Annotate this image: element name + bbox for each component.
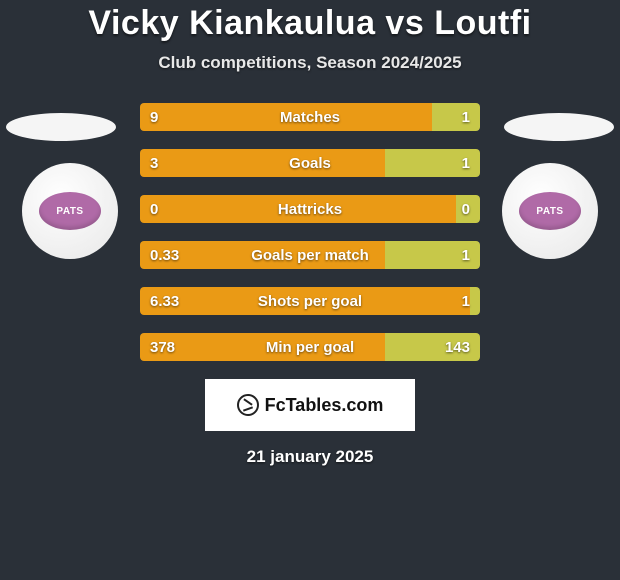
- brand-text: FcTables.com: [265, 395, 384, 416]
- stat-row: 00Hattricks: [140, 195, 480, 223]
- subtitle: Club competitions, Season 2024/2025: [0, 53, 620, 73]
- team-badge-left-label: PATS: [39, 192, 101, 230]
- stat-value-right: 1: [462, 109, 470, 126]
- stat-row: 6.331Shots per goal: [140, 287, 480, 315]
- stat-seg-left: 3: [140, 149, 385, 177]
- stat-value-right: 1: [462, 293, 470, 310]
- stat-seg-left: 0.33: [140, 241, 385, 269]
- decor-ellipse-left: [6, 113, 116, 141]
- stat-seg-right: 143: [385, 333, 480, 361]
- stat-seg-right: 1: [470, 287, 480, 315]
- stat-seg-left: 0: [140, 195, 456, 223]
- team-badge-right: PATS: [502, 163, 598, 259]
- stat-value-left: 9: [150, 109, 158, 126]
- stat-row: 0.331Goals per match: [140, 241, 480, 269]
- stat-value-right: 1: [462, 247, 470, 264]
- stat-row: 91Matches: [140, 103, 480, 131]
- stat-row: 31Goals: [140, 149, 480, 177]
- stat-value-right: 1: [462, 155, 470, 172]
- team-badge-right-label: PATS: [519, 192, 581, 230]
- team-badge-left: PATS: [22, 163, 118, 259]
- stat-value-right: 143: [445, 339, 470, 356]
- stat-value-left: 6.33: [150, 293, 179, 310]
- brand-box: FcTables.com: [205, 379, 415, 431]
- stat-seg-left: 9: [140, 103, 432, 131]
- stat-seg-right: 0: [456, 195, 480, 223]
- stat-seg-left: 6.33: [140, 287, 470, 315]
- stat-value-left: 0.33: [150, 247, 179, 264]
- stat-seg-right: 1: [385, 149, 480, 177]
- stat-seg-right: 1: [432, 103, 480, 131]
- comparison-infographic: Vicky Kiankaulua vs Loutfi Club competit…: [0, 0, 620, 580]
- stat-value-left: 378: [150, 339, 175, 356]
- stat-seg-left: 378: [140, 333, 385, 361]
- arena: PATS PATS 91Matches31Goals00Hattricks0.3…: [0, 103, 620, 361]
- page-title: Vicky Kiankaulua vs Loutfi: [0, 4, 620, 43]
- stat-row: 378143Min per goal: [140, 333, 480, 361]
- stat-value-left: 3: [150, 155, 158, 172]
- stat-value-left: 0: [150, 201, 158, 218]
- decor-ellipse-right: [504, 113, 614, 141]
- stat-seg-right: 1: [385, 241, 480, 269]
- comparison-bars: 91Matches31Goals00Hattricks0.331Goals pe…: [140, 103, 480, 361]
- date-footer: 21 january 2025: [0, 447, 620, 467]
- brand-logo-icon: [237, 394, 259, 416]
- stat-value-right: 0: [462, 201, 470, 218]
